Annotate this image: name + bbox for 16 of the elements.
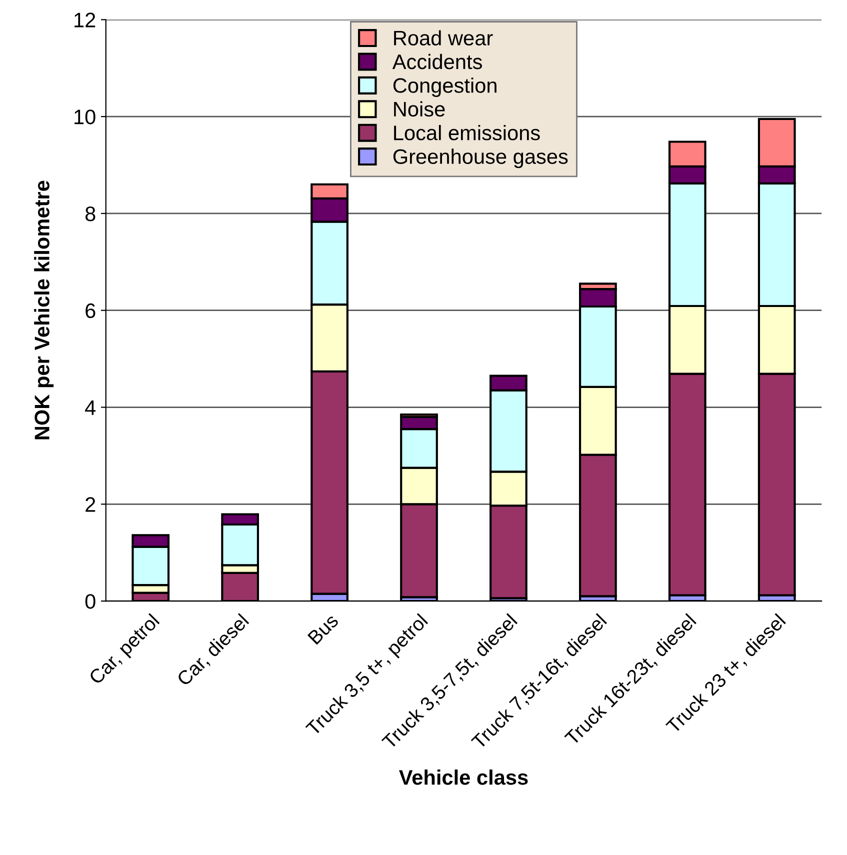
legend-label: Greenhouse gases	[393, 148, 568, 168]
x-axis-title: Vehicle class	[399, 770, 528, 785]
y-tick-label: 4	[85, 400, 96, 415]
legend-label: Congestion	[393, 78, 496, 98]
legend-label: Accidents	[392, 54, 482, 70]
y-axis-title: NOK per Vehicle kilometre	[34, 180, 54, 440]
y-tick-label: 8	[85, 206, 96, 222]
legend-label: Local emissions	[394, 124, 540, 140]
legend-label: Road wear	[394, 30, 493, 46]
y-tick-label: 2	[86, 497, 96, 512]
y-tick-label: 12	[74, 12, 96, 28]
y-tick-label: 10	[74, 110, 96, 124]
y-tick-label: 6	[86, 303, 96, 318]
legend-label: Noise	[394, 101, 445, 117]
x-tick-label: Bus	[307, 613, 340, 645]
y-tick-label: 0	[85, 594, 96, 609]
